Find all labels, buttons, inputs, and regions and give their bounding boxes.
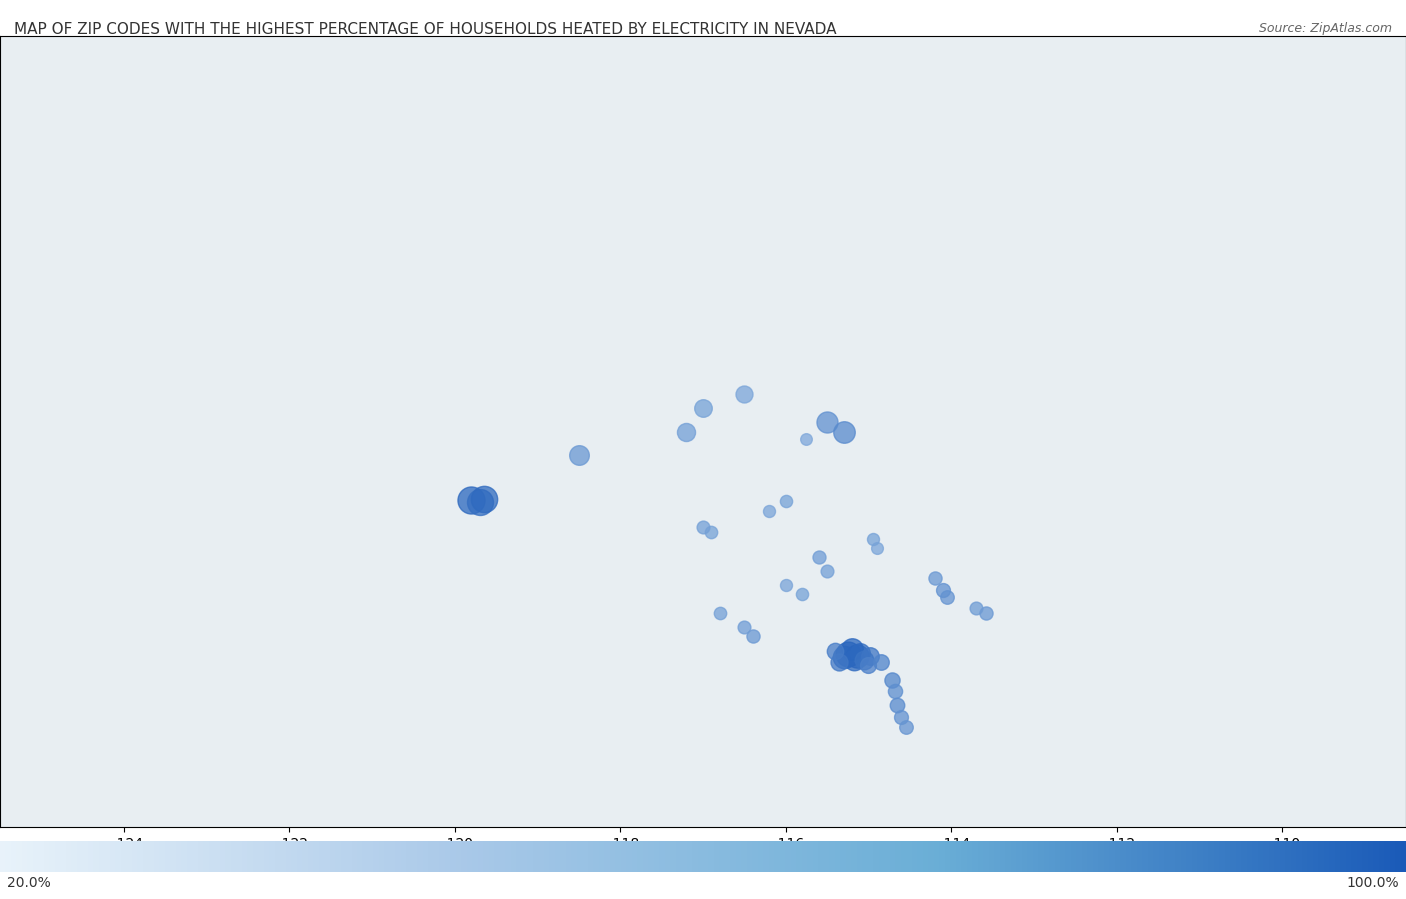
Point bbox=[880, 673, 903, 688]
Point bbox=[758, 503, 780, 518]
Point bbox=[890, 709, 912, 724]
Point bbox=[741, 629, 763, 644]
Point bbox=[845, 649, 868, 663]
Point bbox=[472, 492, 495, 506]
Point bbox=[775, 494, 797, 509]
Point bbox=[815, 564, 838, 578]
Point bbox=[733, 387, 755, 402]
Point bbox=[849, 645, 872, 660]
Point bbox=[794, 432, 817, 447]
Point bbox=[824, 644, 846, 658]
Point bbox=[460, 493, 482, 507]
Point bbox=[974, 606, 997, 620]
Point bbox=[733, 619, 755, 634]
Point bbox=[842, 654, 865, 668]
Point bbox=[692, 401, 714, 415]
Point bbox=[841, 642, 863, 656]
Point bbox=[832, 650, 855, 664]
Point bbox=[815, 415, 838, 430]
Text: Source: ZipAtlas.com: Source: ZipAtlas.com bbox=[1258, 22, 1392, 35]
Text: 100.0%: 100.0% bbox=[1347, 876, 1399, 890]
Point bbox=[932, 583, 955, 597]
Point bbox=[965, 601, 987, 616]
Point bbox=[894, 720, 917, 734]
Point bbox=[869, 654, 891, 669]
Text: MAP OF ZIP CODES WITH THE HIGHEST PERCENTAGE OF HOUSEHOLDS HEATED BY ELECTRICITY: MAP OF ZIP CODES WITH THE HIGHEST PERCEN… bbox=[14, 22, 837, 38]
Point bbox=[675, 424, 697, 439]
Point bbox=[866, 540, 889, 555]
Point bbox=[807, 550, 830, 565]
Point bbox=[862, 531, 884, 546]
Point bbox=[832, 424, 855, 439]
Point bbox=[692, 520, 714, 534]
Point bbox=[859, 649, 882, 663]
Point bbox=[468, 495, 491, 510]
Point bbox=[886, 698, 908, 712]
Point bbox=[837, 646, 859, 661]
Point bbox=[883, 684, 905, 699]
Point bbox=[568, 448, 591, 462]
Point bbox=[924, 571, 946, 585]
Point bbox=[700, 524, 723, 539]
Point bbox=[858, 658, 880, 672]
Point bbox=[775, 578, 797, 592]
Point bbox=[828, 654, 851, 669]
Point bbox=[853, 653, 876, 667]
Point bbox=[709, 606, 731, 620]
Point bbox=[792, 587, 814, 601]
Text: 20.0%: 20.0% bbox=[7, 876, 51, 890]
Point bbox=[936, 590, 959, 604]
